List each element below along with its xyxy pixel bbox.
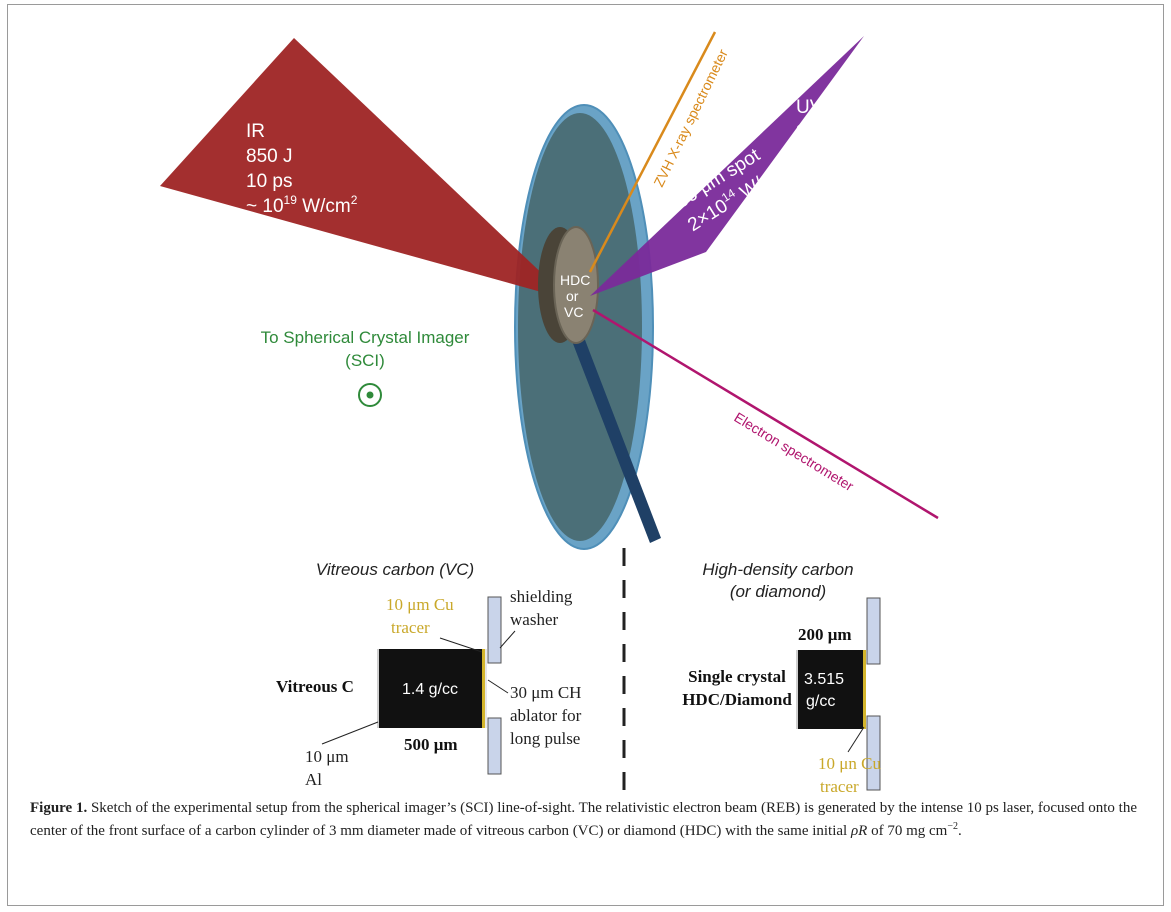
- caption-label: Figure 1.: [30, 800, 88, 816]
- sci-label-line2: (SCI): [345, 351, 385, 370]
- hdc-material-2: HDC/Diamond: [682, 690, 792, 709]
- hdc-title-2: (or diamond): [730, 582, 826, 601]
- figure-frame: [7, 4, 1164, 906]
- vc-block: [377, 649, 483, 728]
- electron-label: Electron spectrometer: [731, 409, 856, 494]
- ir-energy: 850 J: [246, 146, 292, 167]
- ir-intensity: ~ 1019 W/cm2: [246, 193, 358, 217]
- vc-density: 1.4 g/cc: [402, 681, 458, 698]
- uv-beam: [590, 36, 864, 296]
- hdc-front-layer: [796, 650, 798, 729]
- caption-exponent: −2: [947, 820, 958, 832]
- vc-ablator-label-2: ablator for: [510, 706, 582, 725]
- zvh-line: [588, 31, 717, 273]
- sci-out-of-page-icon: [358, 383, 382, 407]
- hdc-cu-label-1: 10 μn Cu: [818, 754, 881, 773]
- vc-washer-top: [487, 596, 502, 664]
- vc-washer-leader: [499, 630, 516, 649]
- sci-label-line1: To Spherical Crystal Imager: [261, 328, 470, 347]
- hdc-cu-leader: [847, 726, 865, 753]
- target-label-vc: VC: [564, 304, 583, 320]
- vc-ablator-label-3: long pulse: [510, 729, 580, 748]
- vc-al-label-2: Al: [305, 770, 322, 789]
- hdc-washer-top: [866, 597, 881, 665]
- vc-material: Vitreous C: [276, 677, 354, 696]
- sci-out-of-page-dot: [366, 391, 374, 399]
- target-label-hdc: HDC: [560, 272, 590, 288]
- uv-name: UV: [796, 97, 823, 118]
- target-label-or: or: [566, 288, 579, 304]
- vc-washer-label-1: shielding: [510, 587, 573, 606]
- ir-name: IR: [246, 121, 265, 142]
- electron-line: [592, 308, 939, 520]
- ir-beam: [160, 38, 570, 300]
- vc-cu-label-2: tracer: [391, 618, 430, 637]
- setup-sketch: IR 850 J 10 ps ~ 1019 W/cm2 UV 3.3 kJ 4 …: [160, 31, 939, 798]
- vc-washer-bottom: [487, 717, 502, 775]
- vc-al-leader: [321, 721, 379, 745]
- target-stalk: [560, 306, 661, 543]
- target-cylinder: [553, 226, 599, 344]
- vc-ablator-label-1: 30 μm CH: [510, 683, 581, 702]
- vc-al-label-1: 10 μm: [305, 747, 349, 766]
- hdc-density-2: g/cc: [806, 693, 835, 710]
- hdc-washer-bottom: [866, 715, 881, 791]
- figure-caption: Figure 1. Sketch of the experimental set…: [30, 800, 1140, 840]
- vc-ch-layer: [485, 649, 487, 728]
- hdc-cu-tracer-layer: [863, 650, 866, 729]
- caption-text-b: of 70 mg cm: [867, 822, 948, 839]
- caption-text-c: .: [958, 822, 962, 839]
- vc-cu-label-1: 10 μm Cu: [386, 595, 454, 614]
- vc-cu-tracer-layer: [482, 649, 485, 728]
- uv-energy: 3.3 kJ: [796, 122, 847, 143]
- caption-rho-r: ρR: [850, 822, 868, 839]
- vc-title: Vitreous carbon (VC): [316, 560, 474, 579]
- vc-washer-label-2: washer: [510, 610, 558, 629]
- vc-al-layer: [377, 649, 379, 728]
- vc-cu-leader: [439, 637, 483, 653]
- vc-thickness: 500 μm: [404, 735, 458, 754]
- uv-duration: 4 ns: [796, 147, 832, 168]
- hdc-cu-label-2: tracer: [820, 777, 859, 796]
- vc-ablator-leader: [487, 679, 509, 694]
- hdc-block: [796, 650, 864, 729]
- ir-duration: 10 ps: [246, 171, 292, 192]
- hdc-density-1: 3.515: [804, 671, 844, 688]
- caption-text-a: Sketch of the experimental setup from th…: [30, 800, 1137, 839]
- hdc-title-1: High-density carbon: [702, 560, 853, 579]
- hdc-thickness: 200 μm: [798, 625, 852, 644]
- hdc-material-1: Single crystal: [688, 667, 786, 686]
